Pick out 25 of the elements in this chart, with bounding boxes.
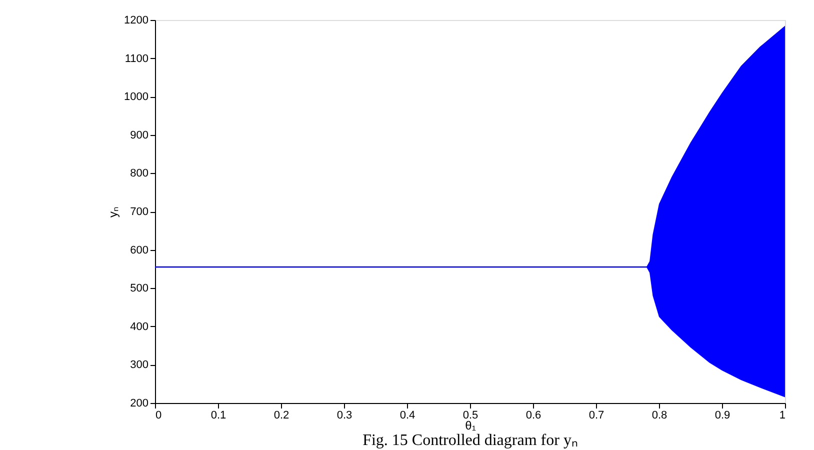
- y-tick-label: 1200: [124, 14, 148, 26]
- x-tick-label: 1: [779, 410, 786, 422]
- y-tick-label: 800: [130, 168, 148, 180]
- y-tick-label: 900: [130, 129, 148, 142]
- x-tick-label: 0.7: [588, 410, 604, 422]
- y-tick-label: 300: [130, 359, 148, 372]
- x-tick-label: 0.6: [526, 410, 542, 422]
- x-tick-label: 0.8: [652, 410, 668, 422]
- y-tick-label: 600: [130, 244, 148, 256]
- y-tick-label: 700: [130, 206, 148, 218]
- x-tick-label: 0.4: [400, 410, 416, 422]
- y-tick-label: 1100: [124, 52, 148, 65]
- x-tick-label: 0.1: [210, 410, 226, 422]
- y-tick-label: 400: [130, 320, 148, 333]
- y-tick-label: 1000: [124, 91, 148, 104]
- x-axis-title: θ₁: [465, 418, 476, 432]
- x-tick-label: 0: [156, 410, 162, 422]
- y-tick-label: 200: [130, 398, 148, 410]
- caption: Fig. 15 Controlled diagram for yₙ: [362, 432, 578, 449]
- x-tick-label: 0.2: [274, 410, 290, 422]
- y-tick-label: 500: [130, 282, 148, 295]
- y-axis-title: yₙ: [106, 206, 120, 218]
- x-tick-label: 0.3: [336, 410, 352, 422]
- x-tick-label: 0.9: [714, 410, 730, 422]
- x-tick-label: 0.5: [462, 410, 478, 422]
